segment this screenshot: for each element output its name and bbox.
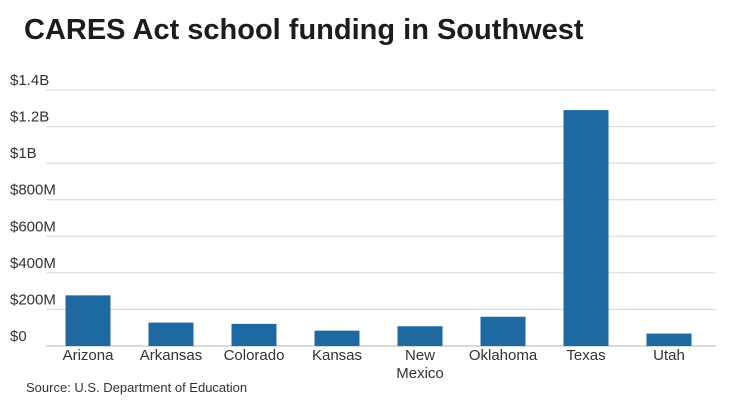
x-tick-label: Utah xyxy=(653,347,685,364)
x-tick-label: Kansas xyxy=(312,347,362,364)
bar-texas xyxy=(563,110,609,346)
source-note: Source: U.S. Department of Education xyxy=(26,380,248,395)
x-tick-label: Colorado xyxy=(224,347,285,364)
x-tick-label: New xyxy=(405,347,435,364)
y-tick-label: $0 xyxy=(10,328,27,345)
y-tick-label: $1.4B xyxy=(10,72,49,89)
chart-title: CARES Act school funding in Southwest xyxy=(24,14,584,46)
bar-arkansas xyxy=(148,322,194,346)
y-tick-label: $1B xyxy=(10,145,37,162)
y-tick-label: $200M xyxy=(10,291,56,308)
bar-arizona xyxy=(65,295,111,346)
bar-colorado xyxy=(231,323,277,346)
y-tick-label: $400M xyxy=(10,255,56,272)
x-tick-label: Arizona xyxy=(63,347,115,364)
bar-oklahoma xyxy=(480,316,526,346)
x-tick-label: Mexico xyxy=(396,365,444,382)
y-tick-label: $800M xyxy=(10,182,56,199)
y-tick-label: $600M xyxy=(10,218,56,235)
bar-new-mexico xyxy=(397,326,443,346)
x-tick-label: Texas xyxy=(566,347,605,364)
x-tick-label: Oklahoma xyxy=(469,347,538,364)
bar-kansas xyxy=(314,330,360,346)
bar-utah xyxy=(646,333,692,346)
y-tick-label: $1.2B xyxy=(10,109,49,126)
x-tick-label: Arkansas xyxy=(140,347,203,364)
